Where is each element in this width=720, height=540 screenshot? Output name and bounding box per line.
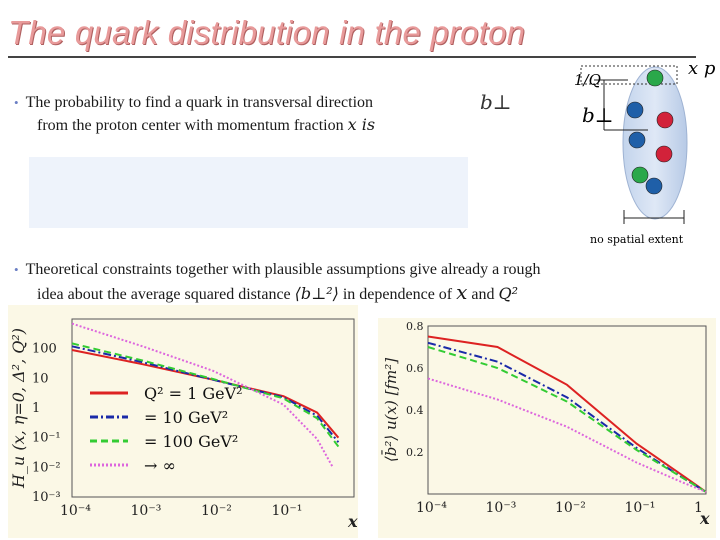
- legend-label: = 100 GeV²: [144, 432, 238, 451]
- quark-group: [626, 69, 674, 195]
- chart-left-panel: [8, 305, 358, 538]
- y-tick-label: 10⁻²: [32, 460, 61, 475]
- x-tick-label: 10⁻³: [131, 503, 162, 519]
- series-line: [427, 346, 707, 493]
- b-perp-symbol: b⊥: [480, 90, 512, 114]
- extent-label: no spatial extent: [590, 233, 684, 246]
- formula-box: [29, 157, 468, 228]
- bullet1-line2-suffix: is: [356, 115, 376, 134]
- quark-dot: [655, 145, 673, 163]
- quark-dot: [646, 69, 664, 87]
- x-axis-label: x: [347, 512, 358, 531]
- bullet2-b-symbol: ⟨b⊥²⟩: [294, 284, 339, 303]
- x-axis-label: x: [699, 509, 710, 528]
- y-axis-label: H_u (x, η=0, Δ², Q²): [9, 328, 28, 489]
- bullet-dot-icon: •: [14, 95, 19, 110]
- y-axis-label: ⟨b̄²⟩ u(x) [fm²]: [382, 358, 400, 462]
- x-p-label: x p: [688, 58, 716, 79]
- resolution-box: [580, 65, 678, 85]
- plot-frame: [427, 325, 707, 495]
- bullet-dot-icon: •: [14, 262, 19, 277]
- y-tick-label: 100: [32, 342, 57, 357]
- x-tick-label: 10⁻⁴: [60, 503, 91, 519]
- legend-label: = 10 GeV²: [144, 408, 228, 427]
- bullet2-line2-prefix: idea about the average squared distance: [37, 286, 295, 303]
- x-tick-label: 10⁻²: [201, 503, 232, 519]
- series-line: [427, 341, 707, 493]
- bullet2-line1: Theoretical constraints together with pl…: [25, 261, 541, 278]
- series-line: [71, 322, 334, 468]
- quark-dot: [645, 177, 663, 195]
- legend-label: → ∞: [144, 456, 176, 475]
- quark-dot: [626, 101, 644, 119]
- diagram-b-label: b⊥: [582, 103, 614, 127]
- plot-frame: [71, 318, 355, 498]
- x-tick-label: 10⁻²: [555, 500, 586, 516]
- bullet2-and: and: [467, 286, 499, 303]
- bullet1-line1: The probability to find a quark in trans…: [25, 94, 374, 111]
- y-tick-label: 0.4: [406, 404, 424, 417]
- x-tick-label: 10⁻⁴: [416, 500, 447, 516]
- y-tick-label: 0.6: [406, 362, 424, 375]
- y-tick-label: 10⁻¹: [32, 431, 61, 446]
- y-tick-label: 0.2: [406, 446, 424, 459]
- slide-title: The quark distribution in the proton: [8, 14, 526, 51]
- bullet-probability: • The probability to find a quark in tran…: [14, 92, 484, 137]
- bullet-constraints: • Theoretical constraints together with p…: [14, 259, 714, 306]
- x-tick-label: 10⁻¹: [272, 503, 303, 519]
- y-tick-label: 1: [32, 401, 40, 416]
- x-tick-label: 10⁻³: [486, 500, 517, 516]
- bullet2-q2: Q²: [498, 284, 519, 303]
- series-line: [427, 335, 707, 493]
- chart-right: 10⁻⁴ 10⁻³ 10⁻² 10⁻¹ 1 0.8 0.6 0.4 0.2 x ⟨b̄²⟩ u(x)…: [382, 320, 710, 528]
- bullet1-line2-prefix: from the proton center with momentum fra…: [37, 117, 348, 134]
- quark-dot: [631, 166, 649, 184]
- scale-label: 1/Q: [574, 71, 601, 89]
- x-tick-label: 10⁻¹: [625, 500, 656, 516]
- bullet2-line2-mid: in dependence of: [338, 286, 457, 303]
- y-tick-label: 0.8: [406, 320, 424, 333]
- title-underline: [8, 56, 696, 58]
- quark-dot: [628, 131, 646, 149]
- y-tick-label: 10⁻³: [32, 490, 61, 505]
- proton-diagram: 1/Q b⊥ x p no spatial extent: [574, 58, 716, 246]
- series-line: [427, 377, 707, 493]
- quark-dot: [656, 111, 674, 129]
- bullet2-x: x: [456, 280, 468, 304]
- chart-right-panel: [378, 318, 716, 538]
- bullet1-x-var: x: [347, 115, 357, 134]
- x-tick-label: 1: [694, 500, 703, 516]
- legend-label: Q² = 1 GeV²: [144, 384, 243, 403]
- y-tick-label: 10: [32, 371, 49, 386]
